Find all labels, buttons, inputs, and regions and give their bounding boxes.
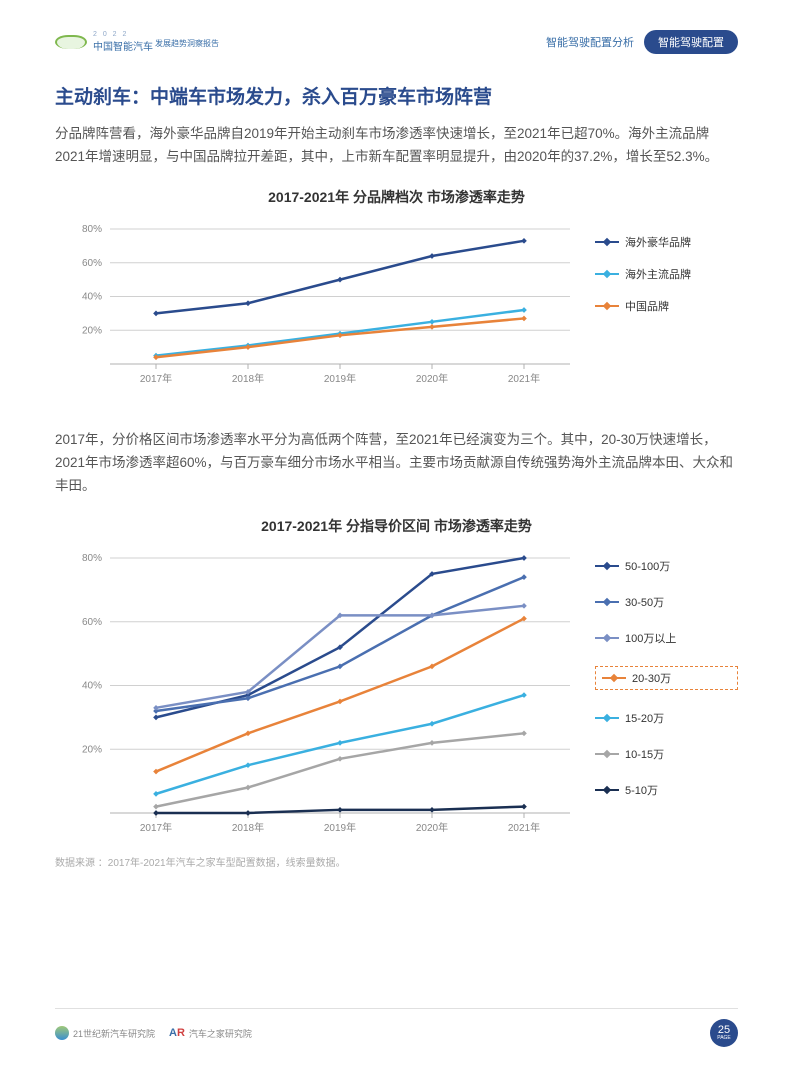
page-number-badge: 25 PAGE — [710, 1019, 738, 1047]
legend-item: 30-50万 — [595, 594, 738, 610]
chart2-legend: 50-100万 30-50万 100万以上 20-30万 15-20万 10-15万 5-1… — [585, 548, 738, 848]
legend-line-icon — [595, 753, 619, 755]
legend-line-icon — [595, 637, 619, 639]
svg-text:2018年: 2018年 — [232, 821, 264, 834]
chart-price-range: 2017-2021年 分指导价区间 市场渗透率走势 20%40%60%80%20… — [55, 516, 738, 848]
car-icon — [55, 35, 87, 49]
logo-subtitle: 发展趋势洞察报告 — [155, 38, 219, 53]
legend-label: 中国品牌 — [625, 298, 669, 314]
svg-text:80%: 80% — [82, 224, 102, 235]
svg-text:2021年: 2021年 — [508, 821, 540, 834]
svg-text:2019年: 2019年 — [324, 821, 356, 834]
legend-line-icon — [595, 789, 619, 791]
legend-label: 100万以上 — [625, 630, 676, 646]
legend-label: 50-100万 — [625, 558, 670, 574]
footer-org1: 21世纪新汽车研究院 — [55, 1026, 155, 1040]
svg-text:20%: 20% — [82, 325, 102, 336]
breadcrumb-link[interactable]: 智能驾驶配置分析 — [546, 34, 634, 50]
chart1-title: 2017-2021年 分品牌档次 市场渗透率走势 — [55, 187, 738, 207]
legend-item: 中国品牌 — [595, 298, 738, 314]
logo-block: 2 0 2 2 中国智能汽车 发展趋势洞察报告 — [55, 31, 219, 53]
chart-brand-tier: 2017-2021年 分品牌档次 市场渗透率走势 20% 40% 60% 80% 201… — [55, 187, 738, 399]
logo-text: 中国智能汽车 — [93, 38, 153, 53]
svg-text:2020年: 2020年 — [416, 372, 448, 385]
svg-text:80%: 80% — [82, 553, 102, 564]
legend-line-icon — [595, 717, 619, 719]
svg-text:2019年: 2019年 — [324, 372, 356, 385]
legend-line-icon — [602, 677, 626, 679]
page-footer: 21世纪新汽车研究院 AR 汽车之家研究院 25 PAGE — [55, 1008, 738, 1047]
legend-label: 20-30万 — [632, 670, 671, 686]
legend-item: 50-100万 — [595, 558, 738, 574]
globe-icon — [55, 1026, 69, 1040]
paragraph-2: 2017年，分价格区间市场渗透率水平分为高低两个阵营，至2021年已经演变为三个… — [55, 429, 738, 498]
legend-label: 30-50万 — [625, 594, 664, 610]
ar-logo-icon: AR — [169, 1027, 185, 1039]
chart2-svg: 20% 40% 60% 80% 2017年 2018年 2019年 2020年 2021年 — [55, 548, 585, 848]
svg-text:2017年: 2017年 — [140, 372, 172, 385]
legend-item: 海外主流品牌 — [595, 266, 738, 282]
logo-year: 2 0 2 2 — [93, 31, 219, 38]
legend-line-icon — [595, 305, 619, 307]
paragraph-1: 分品牌阵营看，海外豪华品牌自2019年开始主动刹车市场渗透率快速增长，至2021… — [55, 123, 738, 169]
legend-item: 100万以上 — [595, 630, 738, 646]
chart2-title: 2017-2021年 分指导价区间 市场渗透率走势 — [55, 516, 738, 536]
data-source: 数据来源 ：2017年-2021年汽车之家车型配置数据，线索量数据。 — [55, 854, 738, 869]
legend-item: 10-15万 — [595, 746, 738, 762]
legend-line-icon — [595, 601, 619, 603]
chart1-svg: 20% 40% 60% 80% 2017年 2018年 2019年 2020年 2021年 — [55, 219, 585, 399]
section-pill: 智能驾驶配置 — [644, 30, 738, 54]
legend-line-icon — [595, 241, 619, 243]
legend-item: 20-30万 — [595, 666, 738, 690]
legend-item: 海外豪华品牌 — [595, 234, 738, 250]
legend-item: 15-20万 — [595, 710, 738, 726]
footer-org2: AR 汽车之家研究院 — [169, 1027, 252, 1040]
chart1-legend: 海外豪华品牌海外主流品牌中国品牌 — [585, 219, 738, 399]
svg-text:2017年: 2017年 — [140, 821, 172, 834]
legend-line-icon — [595, 565, 619, 567]
page-title: 主动刹车：中端车市场发力，杀入百万豪车市场阵营 — [55, 82, 738, 109]
svg-text:60%: 60% — [82, 616, 102, 627]
svg-text:40%: 40% — [82, 291, 102, 302]
legend-label: 5-10万 — [625, 782, 658, 798]
svg-text:60%: 60% — [82, 258, 102, 269]
legend-label: 海外豪华品牌 — [625, 234, 691, 250]
legend-item: 5-10万 — [595, 782, 738, 798]
page-header: 2 0 2 2 中国智能汽车 发展趋势洞察报告 智能驾驶配置分析 智能驾驶配置 — [55, 30, 738, 54]
legend-label: 10-15万 — [625, 746, 664, 762]
legend-line-icon — [595, 273, 619, 275]
svg-text:2021年: 2021年 — [508, 372, 540, 385]
svg-text:20%: 20% — [82, 744, 102, 755]
svg-text:40%: 40% — [82, 680, 102, 691]
legend-label: 15-20万 — [625, 710, 664, 726]
svg-text:2018年: 2018年 — [232, 372, 264, 385]
svg-text:2020年: 2020年 — [416, 821, 448, 834]
legend-label: 海外主流品牌 — [625, 266, 691, 282]
header-right: 智能驾驶配置分析 智能驾驶配置 — [546, 30, 738, 54]
